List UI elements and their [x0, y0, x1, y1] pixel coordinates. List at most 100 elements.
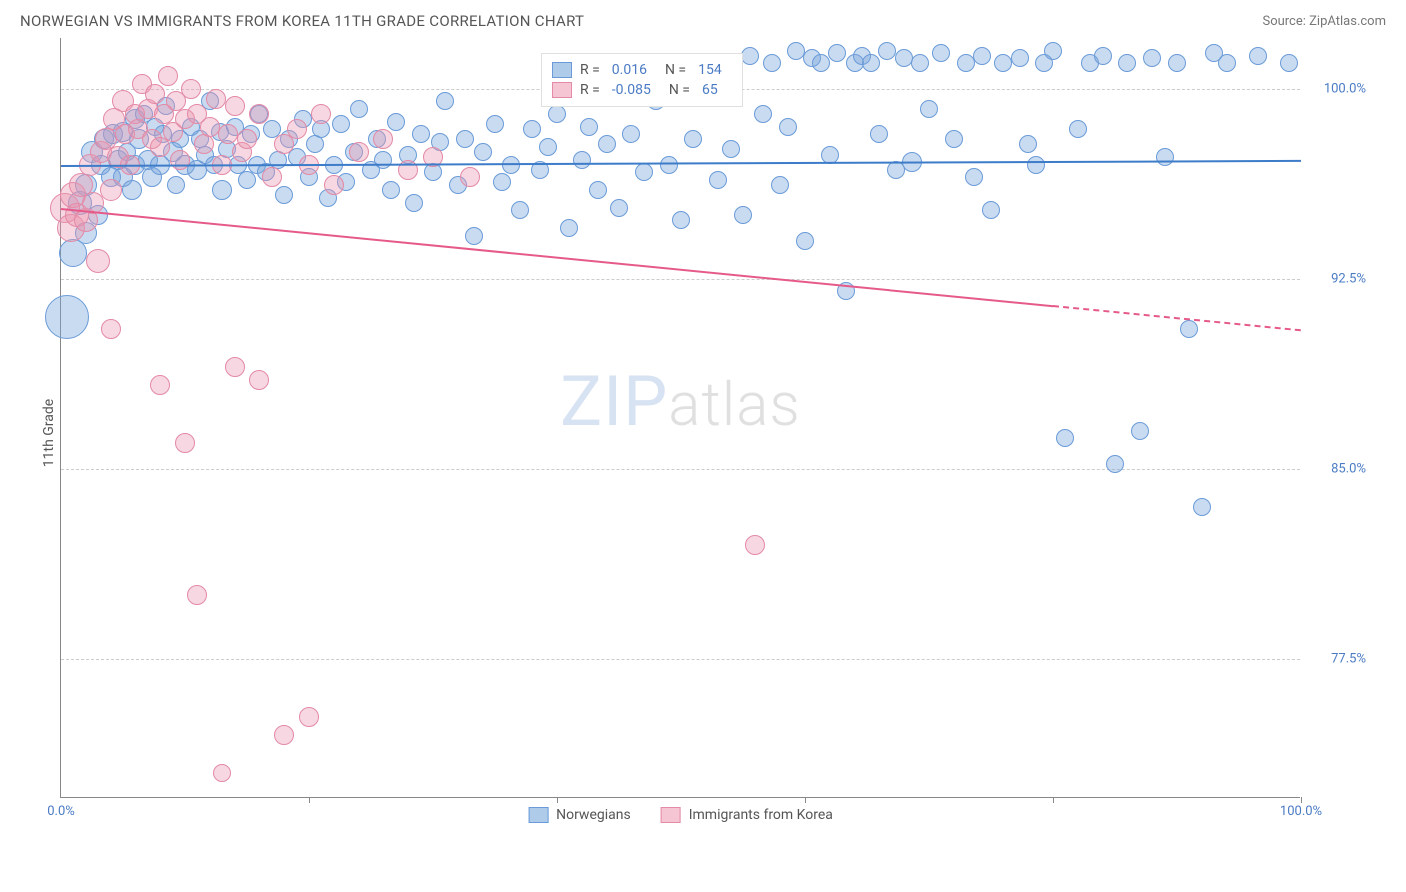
scatter-point	[238, 171, 256, 189]
scatter-point	[299, 707, 319, 727]
scatter-point	[213, 764, 231, 782]
scatter-point	[523, 120, 541, 138]
scatter-point	[734, 206, 752, 224]
source-label: Source: ZipAtlas.com	[1262, 14, 1386, 29]
scatter-point	[122, 180, 142, 200]
r-label: R =	[580, 82, 600, 98]
scatter-point	[249, 104, 269, 124]
scatter-point	[274, 725, 294, 745]
scatter-point	[436, 92, 454, 110]
y-tick-label: 92.5%	[1331, 271, 1366, 286]
scatter-point	[225, 357, 245, 377]
n-label: N =	[669, 82, 690, 98]
scatter-point	[1168, 54, 1186, 72]
scatter-point	[1056, 429, 1074, 447]
scatter-point	[1044, 42, 1062, 60]
scatter-point	[382, 181, 400, 199]
scatter-point	[745, 535, 765, 555]
scatter-point	[1118, 54, 1136, 72]
n-label: N =	[665, 62, 686, 78]
y-tick-label: 85.0%	[1331, 461, 1366, 476]
x-tick-label: 100.0%	[1280, 804, 1322, 819]
scatter-point	[973, 47, 991, 65]
legend-item: Immigrants from Korea	[661, 807, 833, 823]
scatter-point	[722, 140, 740, 158]
y-tick-label: 77.5%	[1331, 651, 1366, 666]
scatter-point	[194, 134, 214, 154]
scatter-point	[821, 146, 839, 164]
legend-swatch	[661, 807, 681, 823]
scatter-point	[1180, 320, 1198, 338]
scatter-point	[945, 130, 963, 148]
x-tick-mark	[309, 797, 310, 803]
header: NORWEGIAN VS IMMIGRANTS FROM KOREA 11TH …	[0, 0, 1406, 38]
scatter-point	[812, 54, 830, 72]
scatter-point	[187, 585, 207, 605]
scatter-point	[539, 138, 557, 156]
y-gridline	[61, 659, 1300, 660]
scatter-point	[672, 211, 690, 229]
scatter-point	[741, 47, 759, 65]
scatter-point	[796, 232, 814, 250]
scatter-point	[754, 105, 772, 123]
scatter-point	[349, 142, 369, 162]
scatter-point	[1019, 135, 1037, 153]
scatter-point	[324, 175, 344, 195]
scatter-point	[1143, 49, 1161, 67]
scatter-point	[763, 54, 781, 72]
correlation-legend: R =0.016N =154R =-0.085N =65	[541, 53, 743, 107]
r-value: 0.016	[612, 62, 647, 78]
scatter-point	[982, 201, 1000, 219]
scatter-point	[465, 227, 483, 245]
scatter-point	[200, 117, 220, 137]
scatter-point	[150, 375, 170, 395]
scatter-point	[779, 118, 797, 136]
x-tick-mark	[1053, 797, 1054, 803]
scatter-point	[622, 125, 640, 143]
scatter-point	[412, 125, 430, 143]
scatter-point	[225, 96, 245, 116]
scatter-point	[1011, 49, 1029, 67]
scatter-point	[911, 54, 929, 72]
scatter-point	[218, 124, 238, 144]
scatter-point	[145, 84, 165, 104]
scatter-point	[405, 194, 423, 212]
trend-line-extrapolated	[1053, 305, 1301, 331]
r-value: -0.085	[612, 82, 651, 98]
scatter-point	[206, 89, 226, 109]
legend-label: Immigrants from Korea	[689, 807, 833, 823]
scatter-point	[1106, 455, 1124, 473]
scatter-point	[1131, 422, 1149, 440]
scatter-point	[589, 181, 607, 199]
scatter-point	[965, 168, 983, 186]
r-label: R =	[580, 62, 600, 78]
scatter-point	[101, 319, 121, 339]
scatter-point	[580, 118, 598, 136]
scatter-point	[511, 201, 529, 219]
scatter-point	[86, 249, 110, 273]
legend-label: Norwegians	[556, 807, 631, 823]
plot-area: ZIPatlas 77.5%85.0%92.5%100.0%0.0%100.0%…	[60, 38, 1300, 798]
scatter-point	[332, 115, 350, 133]
y-gridline	[61, 279, 1300, 280]
scatter-point	[560, 219, 578, 237]
scatter-point	[660, 156, 678, 174]
scatter-point	[870, 125, 888, 143]
trend-line	[61, 208, 1053, 307]
scatter-point	[175, 433, 195, 453]
scatter-point	[1156, 148, 1174, 166]
scatter-point	[181, 79, 201, 99]
chart-container: 11th Grade ZIPatlas 77.5%85.0%92.5%100.0…	[60, 38, 1386, 828]
scatter-point	[932, 44, 950, 62]
scatter-point	[493, 173, 511, 191]
scatter-point	[684, 130, 702, 148]
scatter-point	[1027, 156, 1045, 174]
x-tick-mark	[805, 797, 806, 803]
scatter-point	[1249, 47, 1267, 65]
scatter-point	[771, 176, 789, 194]
scatter-point	[275, 186, 293, 204]
series-legend: Norwegians Immigrants from Korea	[528, 807, 833, 823]
scatter-point	[237, 129, 257, 149]
scatter-point	[45, 295, 89, 339]
scatter-point	[828, 44, 846, 62]
